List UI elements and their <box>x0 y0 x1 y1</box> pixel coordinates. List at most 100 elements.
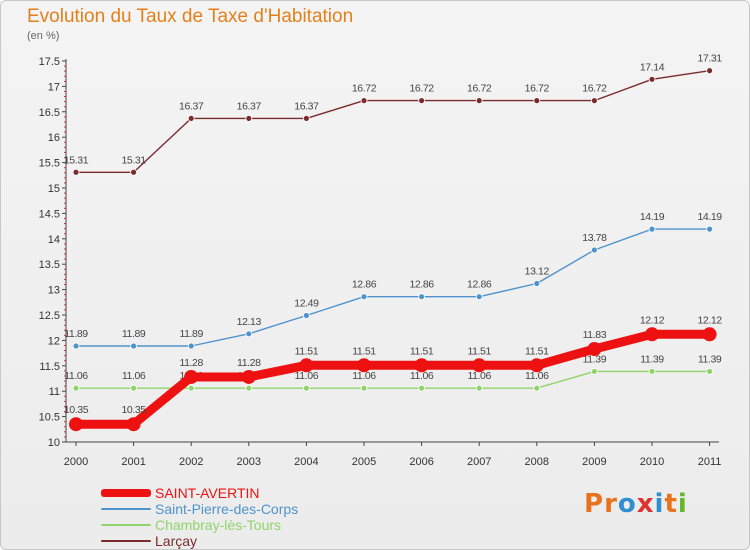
data-label-saint-avertin: 11.83 <box>583 329 607 341</box>
x-tick-label: 2003 <box>237 456 261 468</box>
data-point-saint-pierre-des-corps <box>360 293 368 301</box>
chart-unit-label: (en %) <box>27 30 60 42</box>
data-point-saint-avertin <box>587 342 602 357</box>
data-point-chambray-l-s-tours <box>706 367 713 375</box>
data-label-lar-ay: 17.31 <box>697 53 722 65</box>
data-label-chambray-l-s-tours: 11.06 <box>295 370 319 382</box>
y-tick-label: 15 <box>48 183 60 195</box>
data-point-lar-ay <box>130 168 138 176</box>
series-line-saint-pierre-des-corps <box>75 228 711 347</box>
data-label-lar-ay: 16.37 <box>237 100 262 112</box>
y-tick-label: 17.5 <box>39 56 60 68</box>
data-label-saint-pierre-des-corps: 12.49 <box>294 298 319 310</box>
data-label-saint-avertin: 11.51 <box>525 345 549 357</box>
data-label-saint-pierre-des-corps: 11.89 <box>64 328 88 340</box>
series-line-lar-ay <box>75 70 711 173</box>
proxiti-logo: Proxiti <box>584 489 688 519</box>
data-label-chambray-l-s-tours: 11.06 <box>467 370 491 382</box>
legend-label: SAINT-AVERTIN <box>155 485 260 501</box>
data-point-saint-pierre-des-corps <box>475 293 483 301</box>
legend-swatch <box>101 508 151 510</box>
data-point-saint-pierre-des-corps <box>706 225 713 233</box>
data-label-saint-avertin: 11.51 <box>295 345 319 357</box>
data-label-lar-ay: 15.31 <box>121 154 146 166</box>
y-tick-label: 13 <box>48 285 60 297</box>
y-tick-label: 16.5 <box>39 107 60 119</box>
data-label-saint-avertin: 11.28 <box>179 357 203 369</box>
data-point-chambray-l-s-tours <box>648 367 656 375</box>
data-label-saint-avertin: 11.28 <box>237 357 261 369</box>
data-label-saint-pierre-des-corps: 13.12 <box>525 266 550 278</box>
data-point-lar-ay <box>302 115 310 122</box>
data-label-lar-ay: 16.37 <box>179 100 204 112</box>
y-tick-label: 14 <box>48 234 60 246</box>
x-tick-label: 2001 <box>121 456 145 468</box>
legend-label: Larçay <box>155 533 198 549</box>
data-label-saint-avertin: 11.51 <box>410 345 434 357</box>
series-line-chambray-l-s-tours <box>75 370 711 389</box>
data-point-chambray-l-s-tours <box>360 384 368 392</box>
data-point-lar-ay <box>187 115 195 122</box>
data-label-lar-ay: 16.72 <box>582 83 607 95</box>
data-point-lar-ay <box>475 97 483 105</box>
data-point-chambray-l-s-tours <box>591 367 598 375</box>
data-point-saint-avertin <box>184 369 199 384</box>
y-tick-label: 15.5 <box>39 158 60 170</box>
data-label-saint-pierre-des-corps: 12.86 <box>352 279 377 291</box>
legend-item: Chambray-lès-Tours <box>101 517 298 533</box>
logo-letter: i <box>677 489 688 519</box>
data-point-saint-avertin <box>414 358 429 373</box>
data-label-chambray-l-s-tours: 11.39 <box>640 353 664 365</box>
data-point-lar-ay <box>706 67 713 75</box>
data-point-saint-avertin <box>241 369 256 384</box>
data-point-saint-avertin <box>472 358 487 373</box>
data-label-lar-ay: 16.72 <box>352 83 377 95</box>
data-point-chambray-l-s-tours <box>245 384 253 392</box>
data-label-lar-ay: 16.37 <box>294 100 319 112</box>
data-label-chambray-l-s-tours: 11.06 <box>525 370 549 382</box>
data-label-saint-pierre-des-corps: 12.13 <box>237 316 262 328</box>
y-tick-label: 13.5 <box>39 259 60 271</box>
data-label-saint-pierre-des-corps: 12.86 <box>467 279 492 291</box>
data-label-saint-avertin: 12.12 <box>640 314 665 326</box>
data-label-saint-pierre-des-corps: 14.19 <box>640 211 665 223</box>
data-point-chambray-l-s-tours <box>475 384 483 392</box>
data-label-saint-pierre-des-corps: 11.89 <box>179 328 203 340</box>
data-point-chambray-l-s-tours <box>533 384 541 392</box>
data-point-saint-pierre-des-corps <box>245 330 253 338</box>
chart-legend: SAINT-AVERTIN Saint-Pierre-des-Corps Chamb… <box>101 485 298 549</box>
x-tick-label: 2006 <box>409 456 433 468</box>
data-label-chambray-l-s-tours: 11.06 <box>64 370 88 382</box>
data-point-saint-avertin <box>126 417 141 432</box>
data-point-saint-avertin <box>529 358 544 373</box>
data-label-saint-pierre-des-corps: 11.89 <box>122 328 146 340</box>
data-label-saint-avertin: 10.35 <box>121 404 146 416</box>
x-tick-label: 2008 <box>525 456 549 468</box>
data-point-saint-pierre-des-corps <box>591 246 598 254</box>
legend-swatch <box>101 524 151 526</box>
data-label-lar-ay: 17.14 <box>640 61 665 73</box>
data-point-chambray-l-s-tours <box>187 384 195 392</box>
data-point-lar-ay <box>418 97 426 105</box>
data-point-saint-avertin <box>702 327 717 342</box>
chart-title: Evolution du Taux de Taxe d'Habitation <box>27 6 354 27</box>
series-line-saint-avertin <box>71 329 715 429</box>
y-tick-label: 14.5 <box>39 208 60 220</box>
logo-letter: P <box>584 489 605 519</box>
data-label-lar-ay: 16.72 <box>525 83 550 95</box>
data-label-chambray-l-s-tours: 11.39 <box>583 353 607 365</box>
y-tick-label: 16 <box>48 132 60 144</box>
data-point-saint-pierre-des-corps <box>302 312 310 319</box>
data-label-saint-pierre-des-corps: 13.78 <box>582 232 607 244</box>
data-point-lar-ay <box>591 97 598 105</box>
data-point-lar-ay <box>72 168 80 176</box>
x-tick-label: 2010 <box>640 456 664 468</box>
data-point-saint-pierre-des-corps <box>187 342 195 350</box>
data-label-chambray-l-s-tours: 11.39 <box>698 353 722 365</box>
data-point-saint-pierre-des-corps <box>130 342 138 350</box>
data-point-saint-avertin <box>645 327 659 342</box>
legend-item: Larçay <box>101 533 298 549</box>
data-point-lar-ay <box>245 115 253 122</box>
